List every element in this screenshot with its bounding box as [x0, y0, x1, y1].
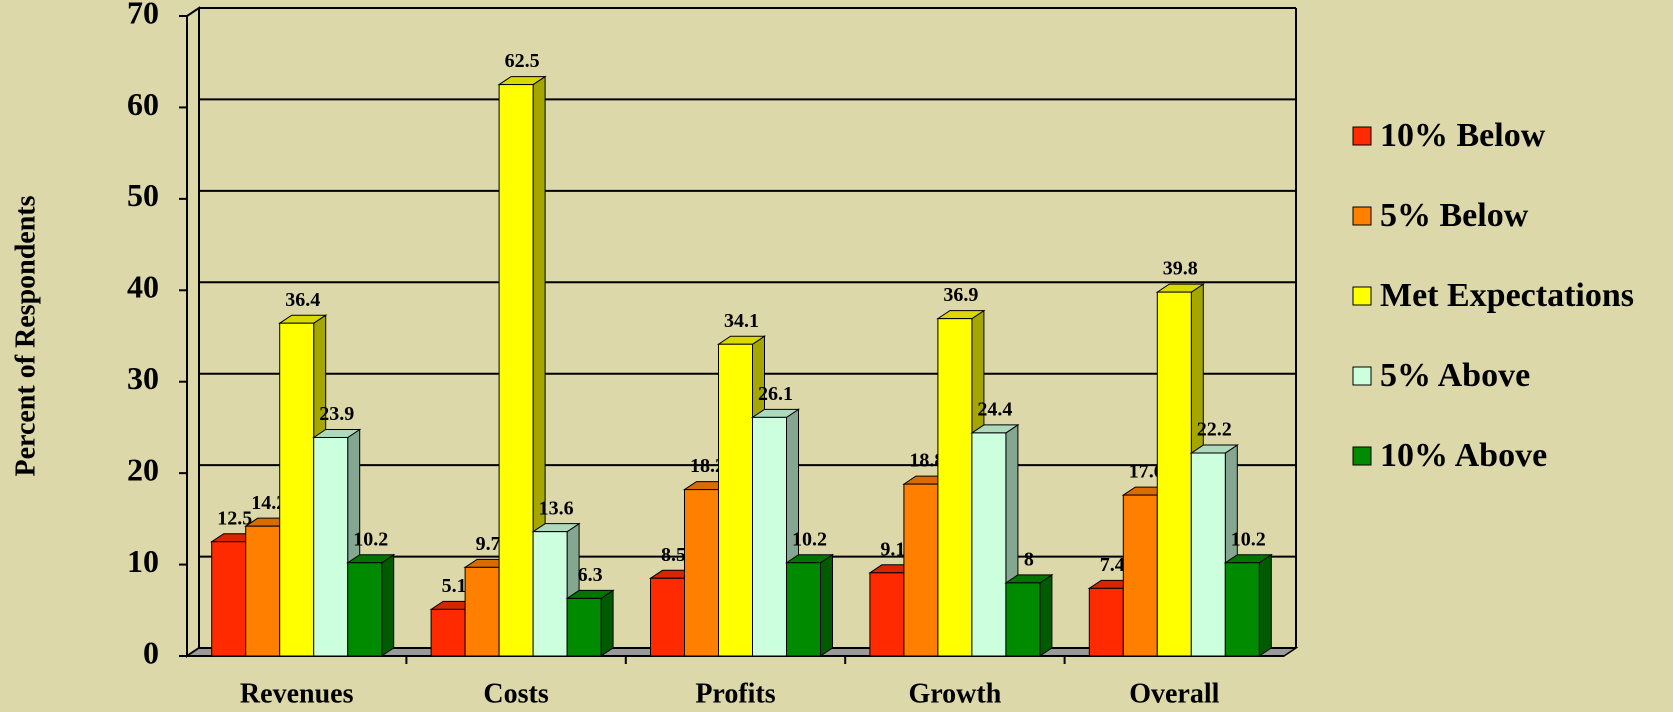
y-tick-label: 70 — [127, 0, 159, 30]
bar — [869, 572, 905, 657]
y-tick-label: 20 — [127, 451, 159, 487]
y-axis-label: Percent of Respondents — [10, 195, 41, 476]
value-label: 10.2 — [353, 528, 388, 550]
value-label: 10.2 — [792, 528, 827, 550]
bar-side — [381, 553, 395, 657]
bar — [347, 562, 383, 657]
legend-label: 5% Below — [1380, 197, 1529, 234]
bar — [313, 436, 349, 657]
y-tick-label: 10 — [127, 543, 159, 579]
bar — [211, 541, 247, 657]
bar — [1190, 452, 1226, 657]
value-label: 5.1 — [442, 575, 467, 597]
bar — [1005, 582, 1041, 657]
value-label: 9.1 — [880, 538, 905, 560]
x-tick-label: Overall — [1129, 678, 1219, 709]
bar-side — [1258, 553, 1272, 657]
bar — [1088, 587, 1124, 657]
bar — [1156, 291, 1192, 657]
legend-swatch — [1352, 286, 1372, 306]
y-tick-label: 0 — [143, 634, 159, 670]
x-tick-label: Costs — [483, 678, 548, 709]
y-tick-label: 50 — [127, 177, 159, 213]
legend-label: 5% Above — [1380, 357, 1530, 394]
bar — [1122, 494, 1158, 657]
value-label: 62.5 — [505, 50, 540, 72]
x-tick-label: Profits — [695, 678, 775, 709]
bar — [786, 562, 821, 657]
value-label: 8 — [1024, 548, 1034, 570]
bar — [971, 432, 1007, 657]
bar — [752, 416, 787, 657]
legend-swatch — [1352, 126, 1372, 146]
bar — [498, 84, 534, 657]
value-label: 13.6 — [539, 497, 574, 519]
y-tick-label: 40 — [127, 269, 159, 305]
value-label: 22.2 — [1197, 419, 1232, 441]
value-label: 39.8 — [1163, 258, 1198, 280]
value-label: 18.8 — [909, 450, 944, 472]
bar — [718, 343, 753, 657]
value-label: 24.4 — [977, 399, 1012, 421]
bar — [903, 483, 939, 657]
bar-side — [820, 553, 833, 657]
value-label: 17.6 — [1129, 461, 1164, 483]
value-label: 9.7 — [476, 533, 501, 555]
x-tick-label: Growth — [908, 678, 1001, 709]
bar — [464, 566, 500, 657]
value-label: 26.1 — [758, 383, 793, 405]
value-label: 14.2 — [251, 492, 286, 514]
value-label: 10.2 — [1231, 528, 1266, 550]
bar — [566, 597, 602, 657]
legend-swatch — [1352, 446, 1372, 466]
legend-label: 10% Below — [1380, 117, 1546, 154]
bar — [684, 489, 719, 657]
x-tick-label: Revenues — [240, 678, 354, 709]
bar-side — [600, 589, 614, 657]
y-tick-label: 30 — [127, 360, 159, 396]
bar — [245, 525, 281, 657]
bar — [1224, 562, 1260, 657]
bar — [937, 318, 973, 657]
bar — [430, 608, 466, 657]
bar — [279, 322, 315, 657]
legend-swatch — [1352, 206, 1372, 226]
value-label: 7.4 — [1100, 554, 1125, 576]
value-label: 36.4 — [285, 289, 320, 311]
bar — [650, 577, 685, 657]
bar-side — [1039, 573, 1053, 657]
value-label: 8.5 — [661, 544, 686, 566]
value-label: 23.9 — [319, 403, 354, 425]
value-label: 36.9 — [943, 284, 978, 306]
value-label: 34.1 — [724, 310, 759, 332]
y-tick-label: 60 — [127, 86, 159, 122]
legend-label: Met Expectations — [1380, 277, 1634, 314]
value-label: 12.5 — [217, 507, 252, 529]
legend-label: 10% Above — [1380, 437, 1547, 474]
value-label: 6.3 — [578, 564, 603, 586]
value-label: 18.2 — [690, 455, 725, 477]
bar — [532, 531, 568, 657]
legend-swatch — [1352, 366, 1372, 386]
